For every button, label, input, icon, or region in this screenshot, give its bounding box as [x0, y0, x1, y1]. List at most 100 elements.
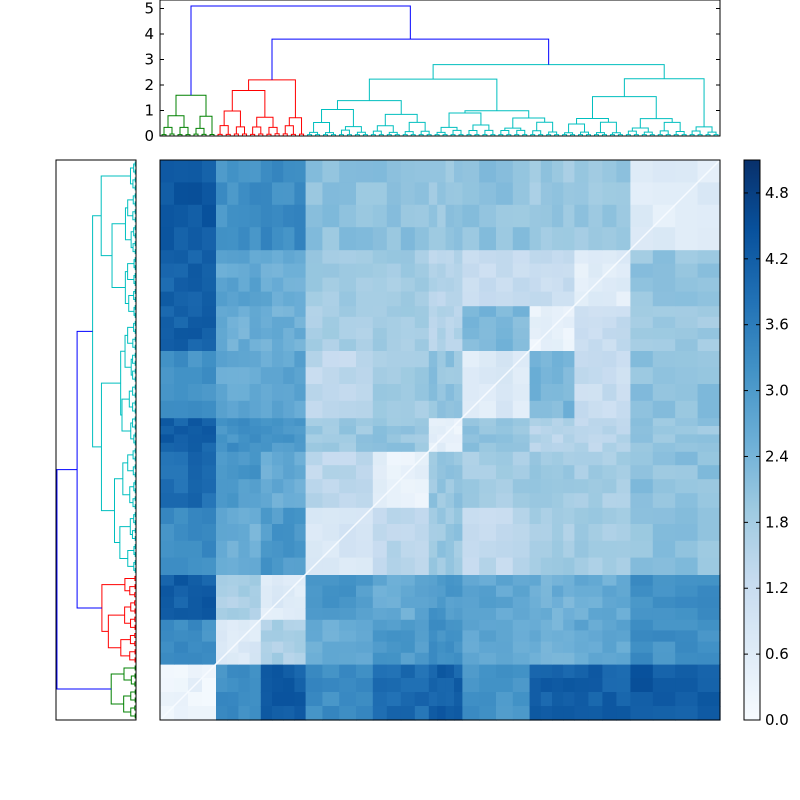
- heatmap-cell: [512, 507, 531, 525]
- heatmap-cell: [202, 367, 217, 385]
- heatmap-cell: [400, 493, 416, 508]
- heatmap-cell: [602, 305, 617, 318]
- heatmap-cell: [386, 442, 402, 452]
- heatmap-cell: [356, 706, 374, 721]
- heatmap-cell: [414, 507, 430, 525]
- heatmap-cell: [479, 426, 497, 435]
- heatmap-cell: [574, 328, 589, 340]
- heatmap-cell: [496, 678, 514, 693]
- heatmap-cell: [339, 204, 357, 228]
- heatmap-cell: [174, 263, 189, 279]
- top-dendrogram-link: [266, 133, 272, 136]
- heatmap-cell: [552, 350, 564, 368]
- heatmap-cell: [540, 493, 553, 508]
- heatmap-cell: [356, 227, 374, 251]
- heatmap-cell: [227, 507, 239, 525]
- heatmap-cell: [512, 263, 531, 279]
- top-dendrogram-link: [321, 108, 354, 127]
- heatmap-cell: [462, 367, 480, 385]
- top-dendrogram-link: [282, 133, 288, 136]
- heatmap-cell: [174, 204, 189, 228]
- heatmap-cell: [563, 249, 575, 265]
- heatmap-cell: [339, 664, 357, 679]
- top-dendrogram-link: [580, 131, 590, 135]
- heatmap-cell: [552, 608, 564, 620]
- left-dendrogram-link: [132, 338, 136, 348]
- heatmap-cell: [616, 339, 631, 351]
- heatmap-cell: [174, 160, 189, 183]
- left-dendrogram-link: [132, 498, 136, 508]
- heatmap-cell: [305, 706, 323, 721]
- heatmap-cell: [454, 291, 463, 307]
- heatmap-cell: [574, 367, 589, 385]
- heatmap-frame: [159, 159, 721, 721]
- heatmap-cell: [437, 692, 447, 707]
- heatmap-cell: [552, 557, 564, 575]
- heatmap-cell: [238, 249, 251, 265]
- heatmap-cell: [588, 367, 603, 385]
- heatmap-cell: [372, 540, 388, 559]
- left-dendrogram-link: [132, 450, 136, 460]
- heatmap-cell: [202, 328, 217, 340]
- heatmap-cell: [563, 291, 575, 307]
- heatmap-cell: [294, 350, 307, 368]
- heatmap-cell: [227, 493, 239, 508]
- heatmap-cell: [202, 678, 217, 693]
- heatmap-cell: [283, 608, 295, 620]
- heatmap-cell: [238, 417, 251, 427]
- heatmap-cell: [602, 451, 617, 466]
- heatmap-cell: [630, 384, 654, 402]
- heatmap-cell: [283, 524, 295, 542]
- heatmap-cell: [652, 574, 676, 587]
- left-dendrogram-link: [132, 370, 136, 380]
- heatmap-cell: [372, 619, 388, 631]
- left-dendrogram-link: [123, 667, 136, 681]
- heatmap-cell: [372, 664, 388, 679]
- heatmap-cell: [305, 465, 323, 480]
- heatmap-cell: [563, 227, 575, 251]
- heatmap-cell: [529, 692, 542, 707]
- heatmap-cell: [552, 263, 564, 279]
- top-dendrogram-link: [695, 126, 713, 133]
- heatmap-cell: [272, 678, 284, 693]
- heatmap-cell: [260, 426, 273, 435]
- heatmap-cell: [272, 507, 284, 525]
- heatmap-cell: [652, 305, 676, 318]
- heatmap-cell: [437, 540, 447, 559]
- heatmap-cell: [372, 434, 388, 444]
- heatmap-cell: [283, 630, 295, 643]
- left-dendrogram-link: [133, 290, 136, 300]
- heatmap-cell: [512, 316, 531, 329]
- heatmap-cell: [574, 678, 589, 693]
- heatmap-cell: [400, 574, 416, 587]
- heatmap-cell: [630, 277, 654, 293]
- heatmap-cell: [414, 574, 430, 587]
- heatmap-cell: [697, 524, 721, 542]
- heatmap-cell: [630, 664, 654, 679]
- heatmap-cell: [652, 652, 676, 665]
- heatmap-cell: [272, 350, 284, 368]
- heatmap-cell: [238, 426, 251, 435]
- heatmap-cell: [372, 227, 388, 251]
- heatmap-cell: [428, 507, 438, 525]
- heatmap-cell: [445, 227, 455, 251]
- heatmap-cell: [356, 384, 374, 402]
- left-dendrogram-links: [56, 161, 136, 719]
- heatmap-cell: [540, 692, 553, 707]
- heatmap-cell: [322, 277, 340, 293]
- heatmap-cell: [630, 619, 654, 631]
- heatmap-cell: [339, 227, 357, 251]
- heatmap-cell: [445, 328, 455, 340]
- heatmap-cell: [386, 664, 402, 679]
- heatmap-cell: [437, 384, 447, 402]
- heatmap-cell: [249, 585, 262, 598]
- heatmap-cell: [174, 585, 189, 598]
- heatmap-cell: [294, 442, 307, 452]
- heatmap-cell: [160, 664, 175, 679]
- heatmap-cell: [529, 426, 542, 435]
- heatmap-cell: [414, 400, 430, 419]
- heatmap-cell: [227, 630, 239, 643]
- heatmap-cell: [552, 305, 564, 318]
- heatmap-cell: [652, 596, 676, 609]
- heatmap-cell: [437, 305, 447, 318]
